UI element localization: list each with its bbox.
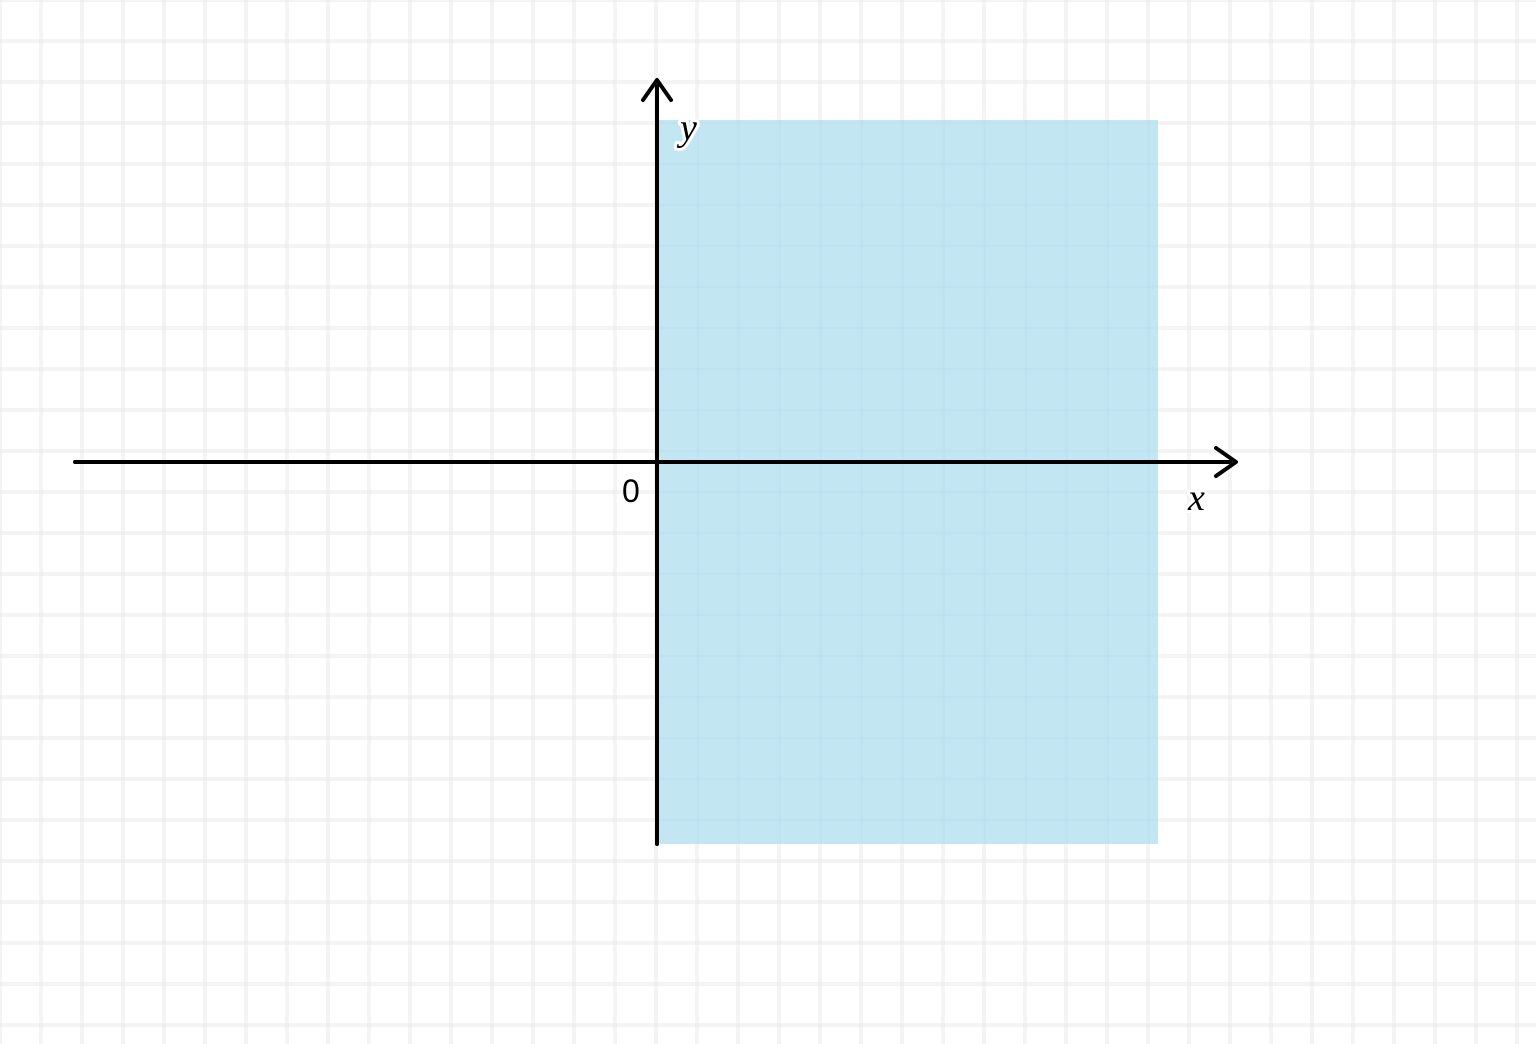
coordinate-plane-chart: y x 0 bbox=[0, 0, 1536, 1044]
origin-label: 0 bbox=[622, 473, 640, 509]
x-axis-label: x bbox=[1187, 477, 1205, 519]
y-axis-label: y bbox=[676, 107, 697, 149]
shaded-region bbox=[657, 120, 1158, 844]
chart-svg: y x 0 bbox=[0, 0, 1536, 1044]
